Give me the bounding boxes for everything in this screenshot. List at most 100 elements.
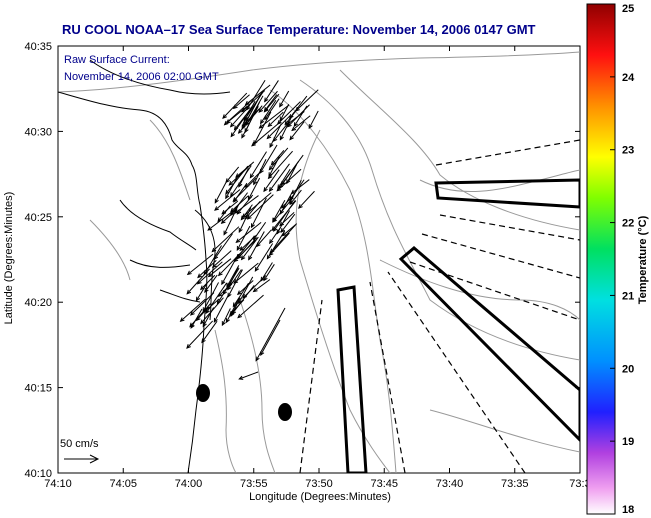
contour-line	[58, 51, 580, 93]
current-vector	[235, 222, 262, 244]
current-vector	[241, 96, 260, 130]
current-vector	[221, 308, 231, 327]
x-tick-label: 74:00	[175, 478, 203, 490]
current-vector	[202, 282, 219, 313]
y-tick-label: 40:30	[24, 126, 52, 138]
current-vector	[214, 189, 241, 211]
coastline-path	[129, 259, 191, 268]
current-vector	[220, 209, 237, 225]
current-vector	[211, 226, 240, 253]
current-vector	[186, 320, 214, 349]
dashed-line	[299, 299, 323, 473]
colorbar-tick-label: 20	[622, 363, 634, 375]
current-vector	[254, 243, 274, 272]
contour-line	[214, 329, 237, 473]
coastline-path	[58, 91, 208, 473]
current-vector	[227, 269, 243, 298]
surface-current-vectors	[179, 80, 319, 380]
colorbar-tick-label: 21	[622, 290, 634, 302]
contour-line	[239, 299, 276, 473]
current-vector	[189, 292, 215, 316]
current-vector	[263, 169, 280, 193]
y-tick-label: 40:10	[24, 468, 52, 480]
current-vector	[279, 112, 295, 141]
current-vector	[279, 90, 290, 108]
colorbar-tick-label: 18	[622, 504, 634, 516]
x-axis-label: Longitude (Degrees:Minutes)	[249, 491, 391, 503]
coastline-path	[119, 199, 197, 251]
x-tick-label: 73:35	[501, 478, 529, 490]
x-tick-label: 73:50	[305, 478, 333, 490]
dashed-line	[435, 139, 580, 166]
current-vector	[230, 106, 253, 138]
current-vector	[197, 260, 217, 279]
current-vector	[272, 199, 286, 223]
current-vector	[246, 80, 266, 111]
contour-line	[429, 409, 580, 453]
sector-polygon	[434, 178, 580, 209]
current-timestamp: November 14, 2006 02:00 GMT	[64, 71, 219, 83]
current-vector	[229, 106, 250, 128]
current-vector	[232, 177, 257, 202]
y-tick-label: 40:15	[24, 383, 52, 395]
current-vector	[207, 208, 237, 231]
current-vector	[252, 279, 271, 293]
map-frame	[57, 45, 581, 474]
current-vector	[289, 121, 305, 141]
colorbar-tick-label: 24	[622, 72, 635, 84]
x-tick-label: 74:10	[44, 478, 72, 490]
y-tick-label: 40:20	[24, 297, 52, 309]
current-vector	[246, 194, 274, 220]
current-vector	[269, 124, 282, 149]
current-vector	[293, 105, 308, 128]
scale-arrow	[64, 454, 100, 464]
current-label: Raw Surface Current:	[64, 54, 170, 66]
current-vector	[240, 236, 259, 261]
current-vector	[202, 307, 215, 328]
x-axis-ticks: 74:10 74:05 74:00 73:55 73:50 73:45 73:40 73:35…	[44, 46, 591, 490]
current-vector	[280, 213, 296, 233]
current-vector	[268, 147, 289, 171]
current-vector	[279, 103, 290, 122]
x-tick-label: 74:05	[109, 478, 137, 490]
contour-line	[299, 79, 580, 361]
current-vector	[213, 233, 233, 260]
current-vector	[267, 150, 293, 180]
y-axis-label: Latitude (Degrees:Minutes)	[3, 192, 15, 325]
current-vector	[255, 229, 272, 248]
current-vector	[278, 161, 299, 190]
contour-line	[339, 69, 580, 231]
current-vector	[196, 261, 223, 285]
current-vector	[308, 110, 319, 130]
current-vector	[270, 150, 285, 166]
current-vector	[258, 90, 278, 113]
colorbar-tick-label: 19	[622, 436, 634, 448]
current-vector	[295, 89, 319, 112]
dashed-line	[387, 271, 526, 473]
current-vector	[190, 308, 203, 329]
current-vector	[211, 250, 232, 269]
colorbar-tick-label: 25	[622, 3, 634, 15]
current-vector	[250, 197, 267, 229]
current-vector	[298, 190, 315, 209]
current-vector	[249, 151, 267, 179]
map-title: RU COOL NOAA–17 Sea Surface Temperature:…	[62, 22, 536, 37]
current-vector	[247, 177, 261, 201]
y-axis-ticks: 40:35 40:30 40:25 40:20 40:15 40:10	[24, 41, 580, 480]
current-vector	[225, 175, 239, 200]
current-vector	[291, 115, 311, 132]
current-vector	[230, 195, 249, 213]
colorbar-tick-label: 22	[622, 218, 634, 230]
current-vector	[201, 320, 218, 344]
dashed-line	[439, 214, 580, 241]
current-vector	[279, 212, 295, 227]
contour-line	[379, 259, 580, 321]
current-vector	[222, 92, 248, 119]
coastline	[58, 59, 231, 473]
current-vector	[222, 267, 240, 296]
sector-polygon	[398, 246, 580, 443]
station-marker	[278, 403, 292, 421]
current-vector	[195, 282, 208, 302]
station-marker	[196, 384, 210, 402]
